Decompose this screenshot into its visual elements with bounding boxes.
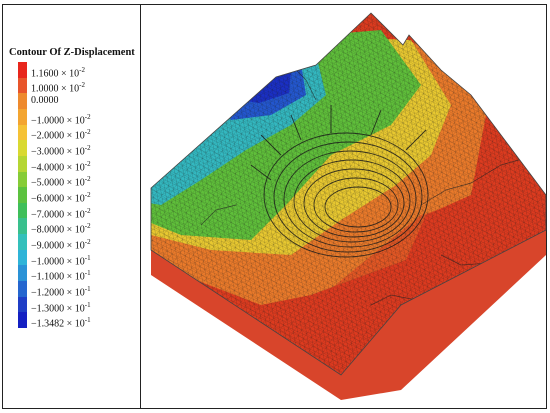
- legend-swatch: [18, 124, 27, 141]
- model-side-face-left: [151, 188, 341, 400]
- legend-swatch: [18, 312, 27, 329]
- legend-swatch: [18, 108, 27, 126]
- legend-swatch: [18, 93, 27, 110]
- legend-label: 1.0000 × 10-2: [31, 81, 85, 95]
- legend-label: −9.0000 × 10-2: [31, 237, 91, 252]
- legend-label: −7.0000 × 10-2: [31, 206, 91, 220]
- legend-swatch: [18, 155, 27, 173]
- legend-swatch: [18, 249, 27, 266]
- legend-label: −1.2000 × 10-1: [31, 284, 91, 299]
- legend-title: Contour Of Z-Displacement: [9, 47, 135, 58]
- legend-color-bar: [18, 62, 27, 329]
- legend-label: 1.1600 × 10-2: [31, 65, 85, 80]
- legend-swatch: [18, 265, 27, 282]
- legend-label: −2.0000 × 10-2: [31, 128, 91, 142]
- legend-swatch: [18, 296, 27, 313]
- legend-swatch: [18, 202, 27, 219]
- legend-swatch: [18, 171, 27, 188]
- legend-label: −1.0000 × 10-2: [31, 112, 91, 127]
- legend-label: −1.1000 × 10-1: [31, 269, 91, 283]
- figure-frame: Contour Of Z-Displacement 1.1600 × 10-2 1…: [2, 4, 547, 409]
- legend-label: −8.0000 × 10-2: [31, 222, 91, 236]
- legend-label: −1.3482 × 10-1: [31, 316, 91, 330]
- legend-swatch: [18, 234, 27, 251]
- legend-swatch: [18, 62, 27, 79]
- legend-swatch: [18, 281, 27, 298]
- legend-swatch: [18, 140, 27, 157]
- model-view-panel: [141, 5, 547, 408]
- legend-panel: Contour Of Z-Displacement 1.1600 × 10-2 1…: [3, 5, 141, 408]
- model-top-surface: [151, 13, 546, 375]
- legend-labels: 1.1600 × 10-2 1.0000 × 10-2 0.0000 −1.0000 …: [31, 62, 139, 330]
- legend-swatch: [18, 218, 27, 235]
- legend-swatch: [18, 187, 27, 204]
- legend-label: −6.0000 × 10-2: [31, 191, 91, 205]
- displacement-contour-model: [150, 12, 547, 400]
- legend-label: −4.0000 × 10-2: [31, 159, 91, 174]
- legend-label: −3.0000 × 10-2: [31, 144, 91, 158]
- legend-label: −1.3000 × 10-1: [31, 300, 91, 314]
- legend-label: −1.0000 × 10-1: [31, 253, 91, 267]
- pit-terraces: [250, 105, 429, 258]
- legend-label: −5.0000 × 10-2: [31, 175, 91, 189]
- legend-swatch: [18, 77, 27, 94]
- model-side-face-right: [341, 195, 546, 400]
- legend-label: 0.0000: [31, 95, 59, 107]
